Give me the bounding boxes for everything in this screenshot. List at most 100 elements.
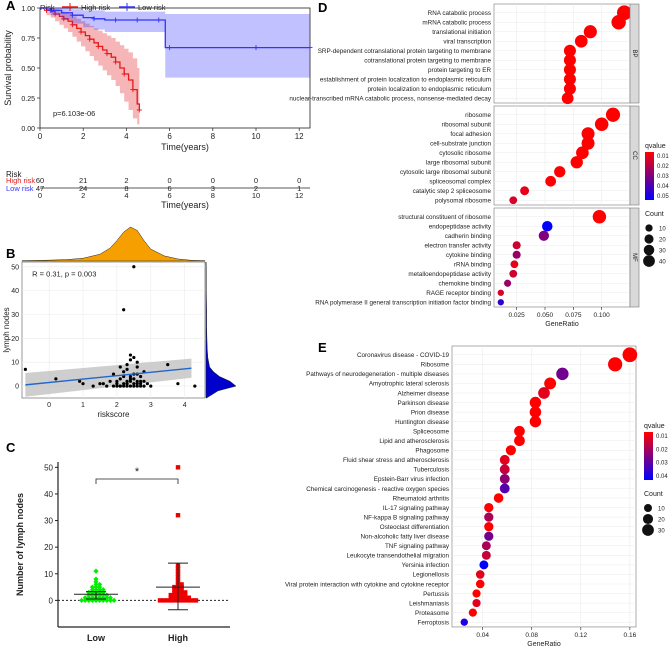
go-term-label: large ribosomal subunit: [426, 160, 491, 167]
risk-table-x-tick-label: 4: [124, 191, 128, 200]
km-censor-mark: [167, 45, 173, 51]
go-term-label: catalytic step 2 spliceosome: [413, 188, 492, 195]
kegg-count-legend-label: 10: [658, 506, 665, 512]
dotplot-point-high: [179, 587, 184, 592]
scatter-point: [142, 384, 146, 388]
go-dot: [563, 54, 576, 67]
go-dot: [509, 269, 518, 278]
kegg-dot: [622, 347, 638, 363]
go-term-label: protein localization to endoplasmic reti…: [367, 86, 491, 93]
scatter-point: [118, 377, 122, 381]
scatter-point: [193, 384, 197, 388]
kegg-term-label: Rheumatoid arthritis: [393, 495, 449, 502]
go-term-label: endopeptidase activity: [429, 224, 492, 231]
go-dot: [563, 44, 576, 57]
go-dot: [509, 196, 518, 205]
go-dot: [504, 279, 512, 287]
go-count-legend-label: 20: [659, 237, 666, 243]
dotplot-y-axis-label: Number of lymph nodes: [15, 493, 25, 596]
dotplot-point-high: [179, 595, 184, 600]
go-term-label: cotranslational protein targeting to mem…: [364, 58, 491, 65]
km-x-tick-label: 8: [211, 132, 216, 141]
kegg-dot: [529, 396, 542, 409]
risk-table-x-tick-label: 6: [168, 191, 172, 200]
risk-table-cell: 47: [36, 184, 44, 193]
risk-table-row-label: Low risk: [6, 184, 34, 193]
dotplot-point-low: [89, 584, 95, 590]
dotplot-point-low: [100, 592, 106, 598]
dotplot-point-low: [89, 587, 95, 593]
scatter-y-tick-label: 0: [15, 384, 19, 391]
scatter-point: [115, 384, 119, 388]
go-term-label: polysomal ribosome: [435, 198, 491, 205]
kegg-x-axis-label: GeneRatio: [527, 641, 561, 648]
dotplot-point-low: [89, 589, 95, 596]
kegg-dot: [475, 570, 485, 579]
scatter-point: [128, 379, 133, 383]
dotplot-point-high: [172, 595, 177, 600]
go-dot: [520, 186, 530, 196]
kegg-dot: [481, 541, 491, 551]
dotplot-point-low: [107, 597, 113, 603]
scatter-point: [128, 358, 133, 362]
go-count-legend-dot: [645, 224, 653, 232]
km-censor-mark: [113, 17, 119, 23]
kegg-term-label: NF-kappa B signaling pathway: [364, 514, 450, 521]
go-dot: [581, 136, 595, 150]
kegg-dot: [475, 579, 485, 589]
km-censor-mark: [48, 7, 54, 13]
panel-b-label: B: [6, 246, 16, 261]
dotplot-point-high: [172, 590, 177, 595]
dotplot-point-low: [79, 597, 85, 603]
kegg-dot: [499, 454, 510, 465]
kegg-dot: [556, 367, 569, 381]
scatter-point: [78, 379, 82, 383]
scatter-point: [142, 379, 146, 383]
dotplot-x-tick-label: Low: [87, 633, 106, 643]
go-term-label: RNA polymerase II general transcription …: [315, 300, 491, 307]
km-x-tick-label: 10: [252, 132, 261, 141]
km-censor-mark: [61, 16, 67, 22]
km-censor-mark: [121, 71, 127, 77]
risk-table-x-tick-label: 2: [81, 191, 85, 200]
significance-star: *: [135, 466, 140, 478]
go-count-legend-dot: [643, 244, 655, 256]
correlation-annotation: R = 0.31, p = 0.003: [32, 269, 96, 278]
scatter-point: [54, 377, 58, 381]
density-right-lymph: [205, 261, 237, 399]
kegg-x-tick-label: 0.12: [574, 632, 587, 639]
dotplot-point-low: [93, 576, 99, 582]
scatter-y-tick-label: 50: [11, 264, 19, 271]
km-ci-band-low: [40, 8, 310, 78]
go-dot: [512, 241, 521, 250]
km-censor-mark: [113, 59, 119, 65]
scatter-point: [132, 384, 136, 388]
go-term-label: translational initiation: [432, 29, 491, 36]
km-y-tick-label: 0.25: [21, 96, 35, 103]
km-censor-mark: [95, 43, 101, 49]
scatter-point: [166, 362, 170, 367]
kegg-term-label: Ferroptosis: [418, 619, 450, 626]
dotplot-y-tick-label: 0: [49, 596, 54, 605]
scatter-point: [111, 372, 116, 376]
scatter-x-tick-label: 0: [47, 402, 51, 409]
dotplot-point-low: [93, 597, 99, 603]
dotplot-point-low: [104, 592, 110, 598]
go-term-label: cytokine binding: [446, 252, 492, 259]
go-term-label: cytosolic large ribosomal subunit: [400, 169, 491, 176]
scatter-point: [135, 365, 139, 369]
go-term-label: cytosolic ribosome: [439, 150, 491, 157]
go-dot: [510, 260, 519, 269]
go-facet-strip: [629, 105, 640, 206]
risk-table-cell: 0: [254, 176, 258, 185]
go-count-legend-label: 30: [659, 248, 666, 254]
risk-table-cell: 2: [254, 184, 258, 193]
km-y-tick-label: 0.00: [21, 126, 35, 133]
go-qvalue-colorbar: [645, 152, 654, 200]
go-term-label: RAGE receptor binding: [426, 290, 491, 297]
km-censor-mark: [130, 87, 136, 93]
dotplot-point-high: [168, 595, 173, 600]
go-facet-panel: [493, 3, 631, 104]
dotplot-point-high: [183, 592, 188, 598]
scatter-point: [91, 384, 95, 388]
